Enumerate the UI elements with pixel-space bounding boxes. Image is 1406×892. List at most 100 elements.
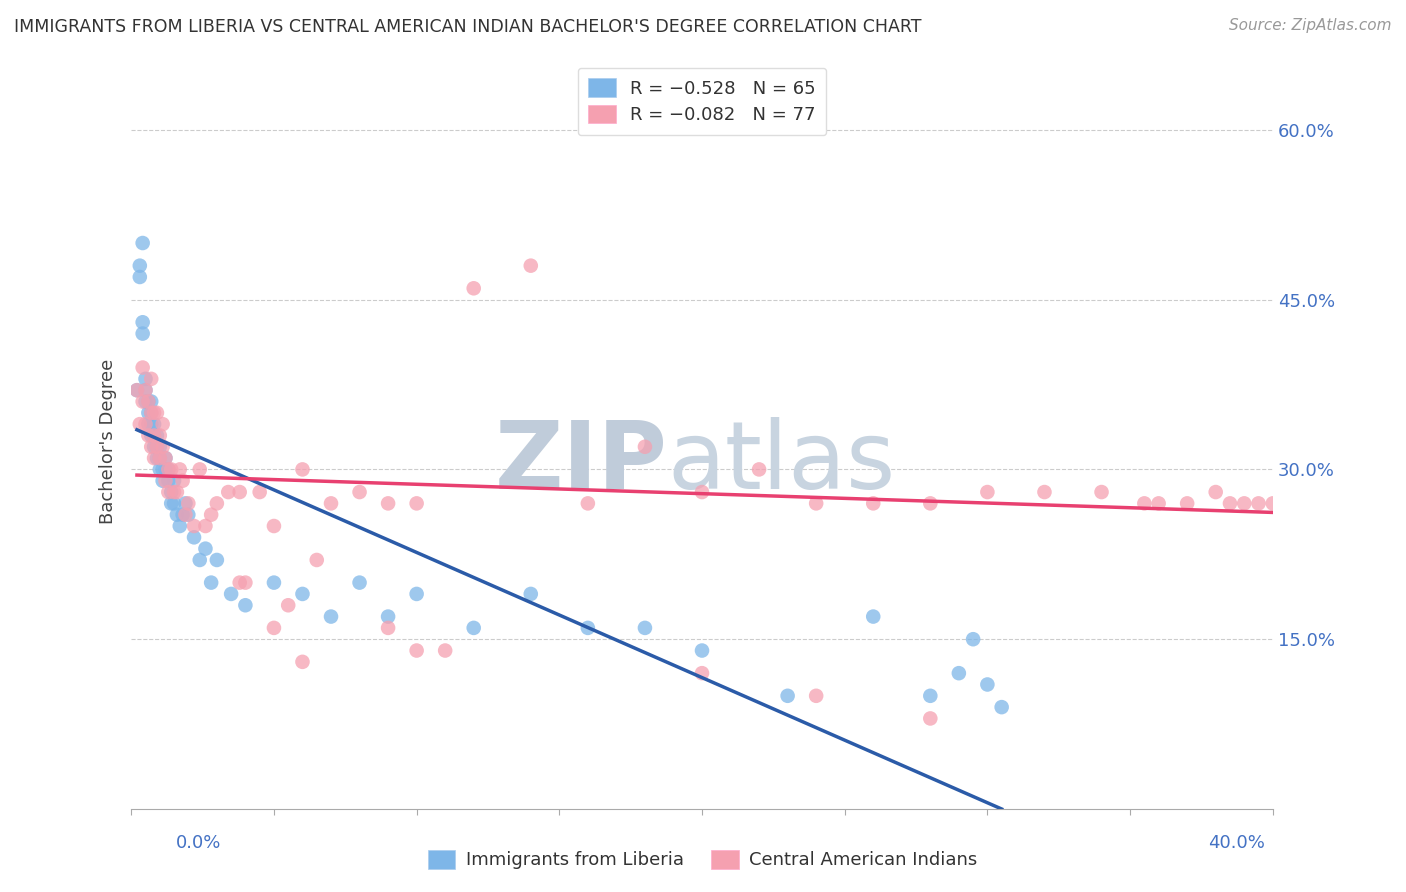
Point [634, 440, 657, 454]
Point [405, 496, 427, 510]
Point [141, 406, 163, 420]
Point [377, 609, 399, 624]
Point [138, 394, 160, 409]
Point [962, 632, 984, 647]
Point [128, 417, 150, 431]
Legend: R = −0.528   N = 65, R = −0.082   N = 77: R = −0.528 N = 65, R = −0.082 N = 77 [578, 68, 827, 135]
Point [228, 575, 250, 590]
Point [160, 485, 183, 500]
Point [235, 599, 257, 613]
Point [976, 677, 998, 691]
Point [1247, 496, 1270, 510]
Point [249, 485, 271, 500]
Point [1261, 496, 1284, 510]
Point [155, 451, 177, 466]
Point [163, 485, 186, 500]
Point [263, 575, 285, 590]
Point [690, 485, 713, 500]
Point [166, 485, 188, 500]
Point [177, 508, 200, 522]
Point [862, 496, 884, 510]
Point [149, 428, 172, 442]
Point [128, 259, 150, 273]
Point [157, 462, 180, 476]
Text: Source: ZipAtlas.com: Source: ZipAtlas.com [1229, 18, 1392, 33]
Text: IMMIGRANTS FROM LIBERIA VS CENTRAL AMERICAN INDIAN BACHELOR'S DEGREE CORRELATION: IMMIGRANTS FROM LIBERIA VS CENTRAL AMERI… [14, 18, 921, 36]
Point [143, 451, 166, 466]
Point [134, 372, 156, 386]
Point [169, 462, 191, 476]
Point [520, 259, 543, 273]
Point [188, 553, 211, 567]
Point [200, 575, 222, 590]
Point [319, 496, 342, 510]
Point [263, 621, 285, 635]
Legend: Immigrants from Liberia, Central American Indians: Immigrants from Liberia, Central America… [419, 841, 987, 879]
Point [1090, 485, 1112, 500]
Point [194, 541, 217, 556]
Point [634, 621, 657, 635]
Point [143, 406, 166, 420]
Point [291, 587, 314, 601]
Point [163, 496, 186, 510]
Point [125, 383, 148, 397]
Point [920, 689, 942, 703]
Point [804, 689, 827, 703]
Point [277, 599, 299, 613]
Point [804, 496, 827, 510]
Point [990, 700, 1012, 714]
Point [1233, 496, 1256, 510]
Point [948, 666, 970, 681]
Point [405, 587, 427, 601]
Point [143, 428, 166, 442]
Point [143, 417, 166, 431]
Point [217, 485, 239, 500]
Point [152, 462, 174, 476]
Point [149, 451, 172, 466]
Text: 40.0%: 40.0% [1209, 834, 1265, 852]
Point [200, 508, 222, 522]
Point [976, 485, 998, 500]
Point [1147, 496, 1170, 510]
Point [138, 394, 160, 409]
Point [1175, 496, 1198, 510]
Point [138, 406, 160, 420]
Point [157, 474, 180, 488]
Point [690, 666, 713, 681]
Point [146, 428, 169, 442]
Point [131, 360, 153, 375]
Point [155, 462, 177, 476]
Point [131, 315, 153, 329]
Point [141, 440, 163, 454]
Point [177, 496, 200, 510]
Point [305, 553, 328, 567]
Point [405, 643, 427, 657]
Text: ZIP: ZIP [495, 417, 668, 509]
Point [152, 474, 174, 488]
Point [143, 428, 166, 442]
Point [141, 428, 163, 442]
Point [319, 609, 342, 624]
Text: 0.0%: 0.0% [176, 834, 221, 852]
Point [219, 587, 242, 601]
Point [920, 496, 942, 510]
Point [146, 406, 169, 420]
Point [576, 496, 599, 510]
Point [463, 281, 485, 295]
Point [160, 496, 183, 510]
Point [152, 440, 174, 454]
Point [157, 462, 180, 476]
Point [349, 575, 371, 590]
Point [146, 440, 169, 454]
Point [134, 383, 156, 397]
Point [174, 508, 197, 522]
Point [920, 711, 942, 725]
Point [149, 440, 172, 454]
Point [149, 451, 172, 466]
Point [157, 485, 180, 500]
Point [228, 485, 250, 500]
Point [1219, 496, 1241, 510]
Point [160, 462, 183, 476]
Point [152, 417, 174, 431]
Point [131, 235, 153, 250]
